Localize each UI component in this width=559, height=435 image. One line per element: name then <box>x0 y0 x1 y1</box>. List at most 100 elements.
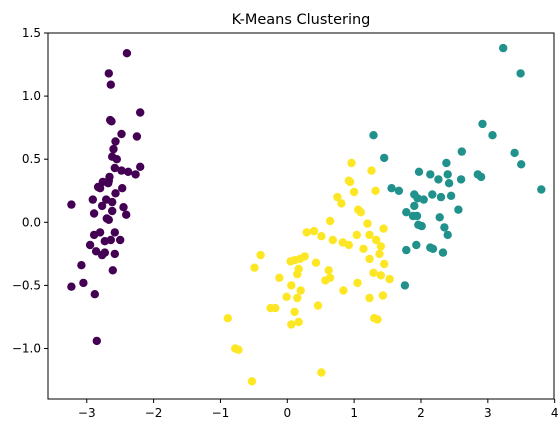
cluster-0-point-28 <box>67 200 76 209</box>
cluster-2-point-42 <box>385 274 394 284</box>
cluster-2-point-27 <box>256 250 265 260</box>
cluster-2-point-55 <box>294 317 303 327</box>
cluster-1-point-0 <box>499 43 508 53</box>
cluster-1-point-27 <box>410 201 419 211</box>
y-axis: −1.0 −0.5 0.0 0.5 1.0 1.5 <box>12 26 48 356</box>
cluster-1-point-28 <box>402 208 411 217</box>
cluster-1-point-5 <box>457 147 466 156</box>
cluster-1-point-3 <box>488 131 497 140</box>
y-tick-label: −0.5 <box>12 278 41 292</box>
cluster-2-point-45 <box>378 291 388 300</box>
x-tick-label: 3 <box>484 406 492 420</box>
cluster-2-point-54 <box>271 303 280 313</box>
cluster-0-point-14 <box>117 166 126 175</box>
cluster-0-point-49 <box>79 278 88 288</box>
cluster-2-point-40 <box>321 276 330 285</box>
cluster-0-point-15 <box>124 167 133 176</box>
cluster-0-point-33 <box>122 210 131 219</box>
cluster-1-point-30 <box>440 223 449 232</box>
x-tick-label: 1 <box>350 406 358 420</box>
cluster-0-point-2 <box>106 80 116 89</box>
cluster-2-point-43 <box>287 281 296 290</box>
cluster-2-point-23 <box>376 242 386 251</box>
cluster-1-point-4 <box>369 131 378 140</box>
cluster-1-point-11 <box>426 170 435 179</box>
cluster-0-point-41 <box>100 237 110 246</box>
cluster-2-point-47 <box>339 286 348 295</box>
cluster-2-point-11 <box>363 219 372 228</box>
cluster-1-point-9 <box>442 158 451 168</box>
cluster-1-point-7 <box>380 153 389 163</box>
cluster-0-point-43 <box>91 247 101 256</box>
cluster-2-point-24 <box>375 249 384 259</box>
cluster-2-point-36 <box>369 268 378 277</box>
cluster-1-point-6 <box>510 148 519 158</box>
cluster-2-point-12 <box>379 224 388 233</box>
cluster-0-point-7 <box>132 132 142 141</box>
cluster-2-point-51 <box>313 301 323 310</box>
cluster-0-point-13 <box>110 163 120 173</box>
x-tick-label: −1 <box>212 406 230 420</box>
cluster-2-point-30 <box>286 257 295 266</box>
x-tick-label: 4 <box>551 406 559 420</box>
cluster-2-point-31 <box>311 258 321 267</box>
x-tick-label: −2 <box>145 406 163 420</box>
cluster-0-point-42 <box>85 240 95 250</box>
cluster-0-point-35 <box>104 215 114 224</box>
y-tick-label: 1.5 <box>22 26 41 40</box>
cluster-2-point-17 <box>365 230 374 240</box>
cluster-1-point-10 <box>414 167 424 176</box>
cluster-2-point-48 <box>365 293 374 303</box>
cluster-2-point-18 <box>328 235 337 245</box>
cluster-2-point-28 <box>295 254 305 264</box>
cluster-0-point-1 <box>104 69 114 78</box>
cluster-2-point-1 <box>367 166 376 175</box>
cluster-0-point-5 <box>107 117 116 126</box>
cluster-2-point-13 <box>309 226 319 236</box>
cluster-1-point-20 <box>446 191 456 200</box>
cluster-0-point-51 <box>90 290 100 299</box>
cluster-1-point-15 <box>476 172 486 182</box>
cluster-2-point-9 <box>356 208 365 217</box>
cluster-2-point-49 <box>293 293 302 303</box>
cluster-1-point-22 <box>394 186 404 195</box>
cluster-2-point-32 <box>380 259 389 269</box>
chart-title: K-Means Clustering <box>232 12 371 28</box>
cluster-0-point-45 <box>110 249 120 259</box>
y-tick-label: 0.5 <box>22 152 41 166</box>
cluster-1-point-13 <box>434 175 443 184</box>
cluster-2-point-6 <box>337 199 346 208</box>
cluster-1-point-42 <box>400 281 410 290</box>
y-tick-label: −1.0 <box>12 342 41 356</box>
cluster-2-point-0 <box>347 158 356 168</box>
cluster-0-point-31 <box>108 206 117 216</box>
cluster-2-point-59 <box>287 320 296 329</box>
cluster-2-point-57 <box>373 315 382 324</box>
y-tick-label: 0.0 <box>22 215 41 229</box>
cluster-0-point-27 <box>108 197 117 207</box>
cluster-0-point-11 <box>112 155 122 164</box>
x-tick-label: 2 <box>417 406 425 420</box>
cluster-0-point-12 <box>136 162 145 171</box>
cluster-1-point-21 <box>387 184 396 193</box>
cluster-2-point-62 <box>317 368 326 377</box>
cluster-2-point-16 <box>352 230 361 240</box>
cluster-0-point-0 <box>122 49 132 58</box>
points-layer <box>67 43 546 386</box>
x-axis: −3 −2 −1 0 1 2 3 4 <box>78 399 559 420</box>
cluster-1-point-23 <box>537 185 546 194</box>
cluster-0-point-3 <box>136 108 145 117</box>
cluster-2-point-39 <box>275 273 284 282</box>
cluster-1-point-37 <box>412 240 421 250</box>
cluster-2-point-38 <box>376 271 386 280</box>
cluster-2-point-15 <box>317 232 326 241</box>
cluster-0-point-8 <box>111 137 120 146</box>
cluster-0-point-38 <box>89 230 99 240</box>
cluster-2-point-29 <box>365 254 374 264</box>
cluster-1-point-41 <box>438 248 448 257</box>
cluster-0-point-39 <box>116 235 125 245</box>
cluster-0-point-20 <box>104 179 113 188</box>
cluster-1-point-17 <box>444 179 454 188</box>
cluster-1-point-1 <box>516 69 525 78</box>
